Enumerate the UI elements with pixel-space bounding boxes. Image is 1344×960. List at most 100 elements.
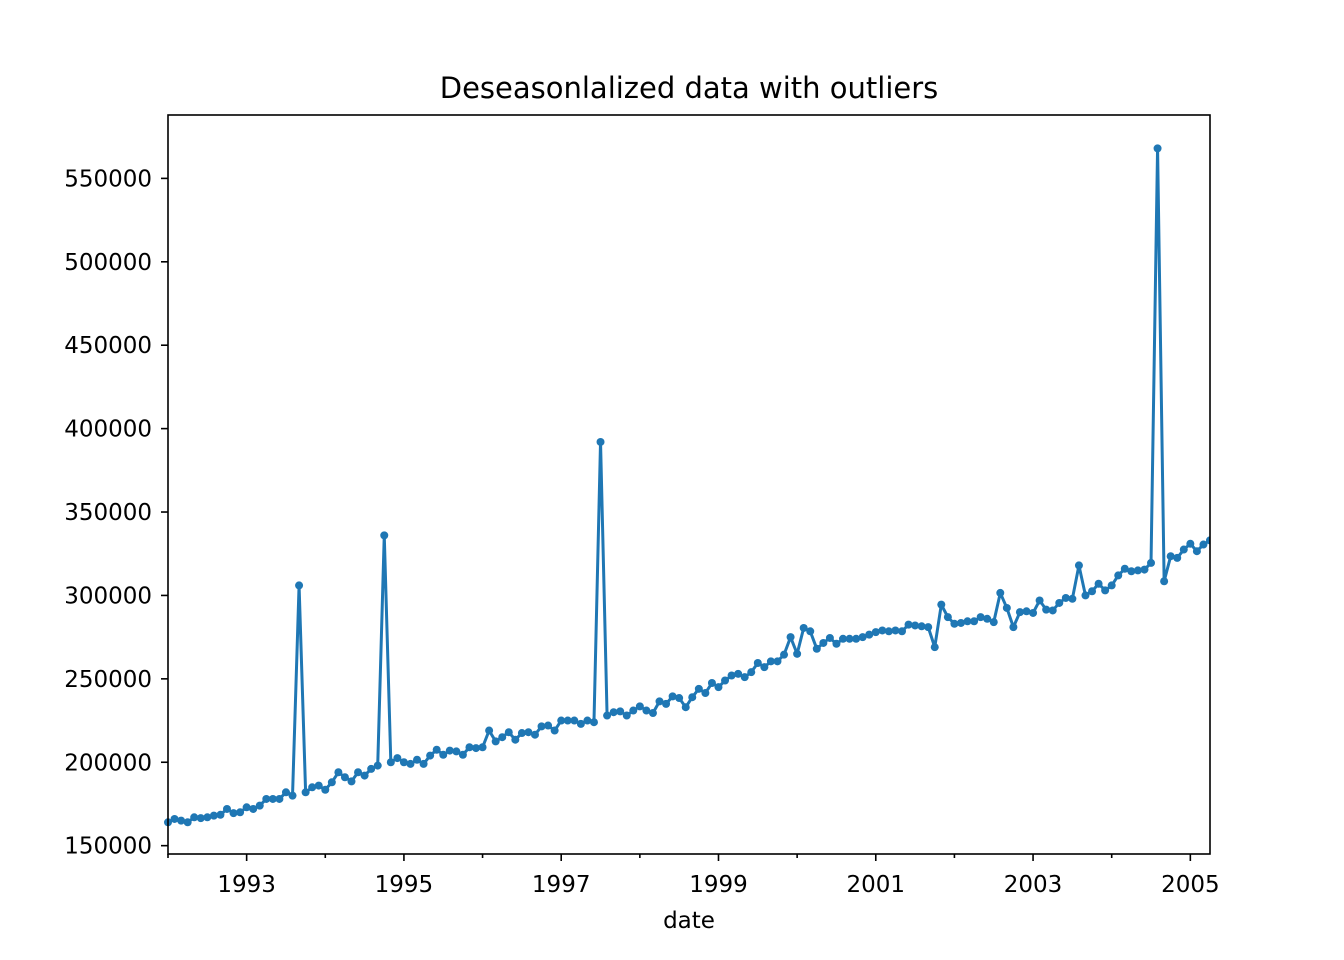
data-point — [1101, 586, 1110, 595]
data-point — [622, 711, 631, 720]
data-point — [288, 791, 297, 800]
data-point — [1133, 566, 1142, 575]
data-point — [1120, 564, 1129, 573]
data-point — [354, 768, 363, 777]
data-point — [222, 804, 231, 813]
data-point — [747, 668, 756, 677]
data-point — [550, 726, 559, 735]
data-point — [445, 746, 454, 755]
chart-title: Deseasonlalized data with outliers — [440, 71, 939, 105]
data-point — [511, 735, 520, 744]
data-point — [498, 733, 507, 742]
data-point — [1081, 591, 1090, 600]
data-point — [1015, 608, 1024, 617]
data-point — [268, 794, 277, 803]
data-point — [1179, 545, 1188, 554]
data-point — [334, 768, 343, 777]
data-point — [819, 638, 828, 647]
series-line — [167, 146, 1210, 824]
data-point — [996, 588, 1005, 597]
data-point — [419, 759, 428, 768]
data-point — [1055, 598, 1064, 607]
data-point — [852, 634, 861, 643]
y-tick-label: 500000 — [64, 250, 152, 276]
data-point — [1114, 571, 1123, 580]
y-tick-label: 400000 — [64, 417, 152, 443]
data-point — [924, 623, 933, 632]
data-point — [504, 728, 513, 737]
data-point — [183, 818, 192, 827]
data-point — [845, 634, 854, 643]
data-point — [517, 729, 526, 738]
data-point — [799, 623, 808, 632]
data-point — [321, 785, 330, 794]
data-point — [249, 804, 258, 813]
data-point — [373, 761, 382, 770]
x-tick-label: 2005 — [1161, 872, 1220, 898]
data-point — [1009, 623, 1018, 632]
data-point — [1029, 608, 1038, 617]
data-point — [806, 627, 815, 636]
data-point — [976, 613, 985, 622]
data-point — [380, 531, 389, 540]
x-tick-label: 2003 — [1004, 872, 1063, 898]
data-point — [681, 703, 690, 712]
data-point — [242, 803, 251, 812]
data-point — [714, 683, 723, 692]
data-point — [1074, 561, 1083, 570]
data-point — [432, 745, 441, 754]
data-point — [688, 693, 697, 702]
data-point — [675, 694, 684, 703]
data-point — [753, 658, 762, 667]
data-point — [262, 794, 271, 803]
data-point — [1173, 553, 1182, 562]
data-point — [570, 716, 579, 725]
data-point — [439, 750, 448, 759]
data-point — [635, 702, 644, 711]
plot-frame — [167, 114, 1211, 855]
data-point — [596, 437, 605, 446]
data-point — [603, 711, 612, 720]
data-point — [563, 716, 572, 725]
y-axis: 150000 200000 250000 300000 350000 400000 4500… — [64, 166, 168, 860]
data-point — [911, 621, 920, 630]
data-point — [209, 811, 218, 820]
data-point — [648, 709, 657, 718]
data-point — [943, 613, 952, 622]
data-point — [229, 809, 238, 818]
data-point — [314, 781, 323, 790]
data-point — [426, 751, 435, 760]
data-point — [386, 758, 395, 767]
data-point — [393, 754, 402, 763]
data-point — [740, 673, 749, 682]
y-tick-label: 200000 — [64, 750, 152, 776]
data-point — [1160, 577, 1169, 586]
data-point — [694, 684, 703, 693]
data-point — [727, 671, 736, 680]
data-point — [589, 718, 598, 727]
data-point — [216, 810, 225, 819]
data-point — [871, 628, 880, 637]
data-point — [1042, 605, 1051, 614]
data-point — [1153, 144, 1162, 153]
data-point — [452, 747, 461, 756]
data-point — [904, 620, 913, 629]
data-point — [839, 634, 848, 643]
data-point — [1206, 536, 1210, 545]
data-point — [760, 663, 769, 672]
data-point — [327, 778, 336, 787]
y-tick-label: 300000 — [64, 583, 152, 609]
data-point — [485, 726, 494, 735]
data-point — [884, 627, 893, 636]
data-point — [530, 730, 539, 739]
data-point — [340, 773, 349, 782]
data-point — [170, 814, 179, 823]
y-tick-label: 150000 — [64, 834, 152, 860]
data-point — [891, 626, 900, 635]
x-tick-label: 2001 — [847, 872, 906, 898]
data-point — [642, 706, 651, 715]
x-tick-label: 1993 — [217, 872, 276, 898]
data-point — [1035, 596, 1044, 605]
data-point — [1094, 579, 1103, 588]
data-point — [780, 650, 789, 659]
